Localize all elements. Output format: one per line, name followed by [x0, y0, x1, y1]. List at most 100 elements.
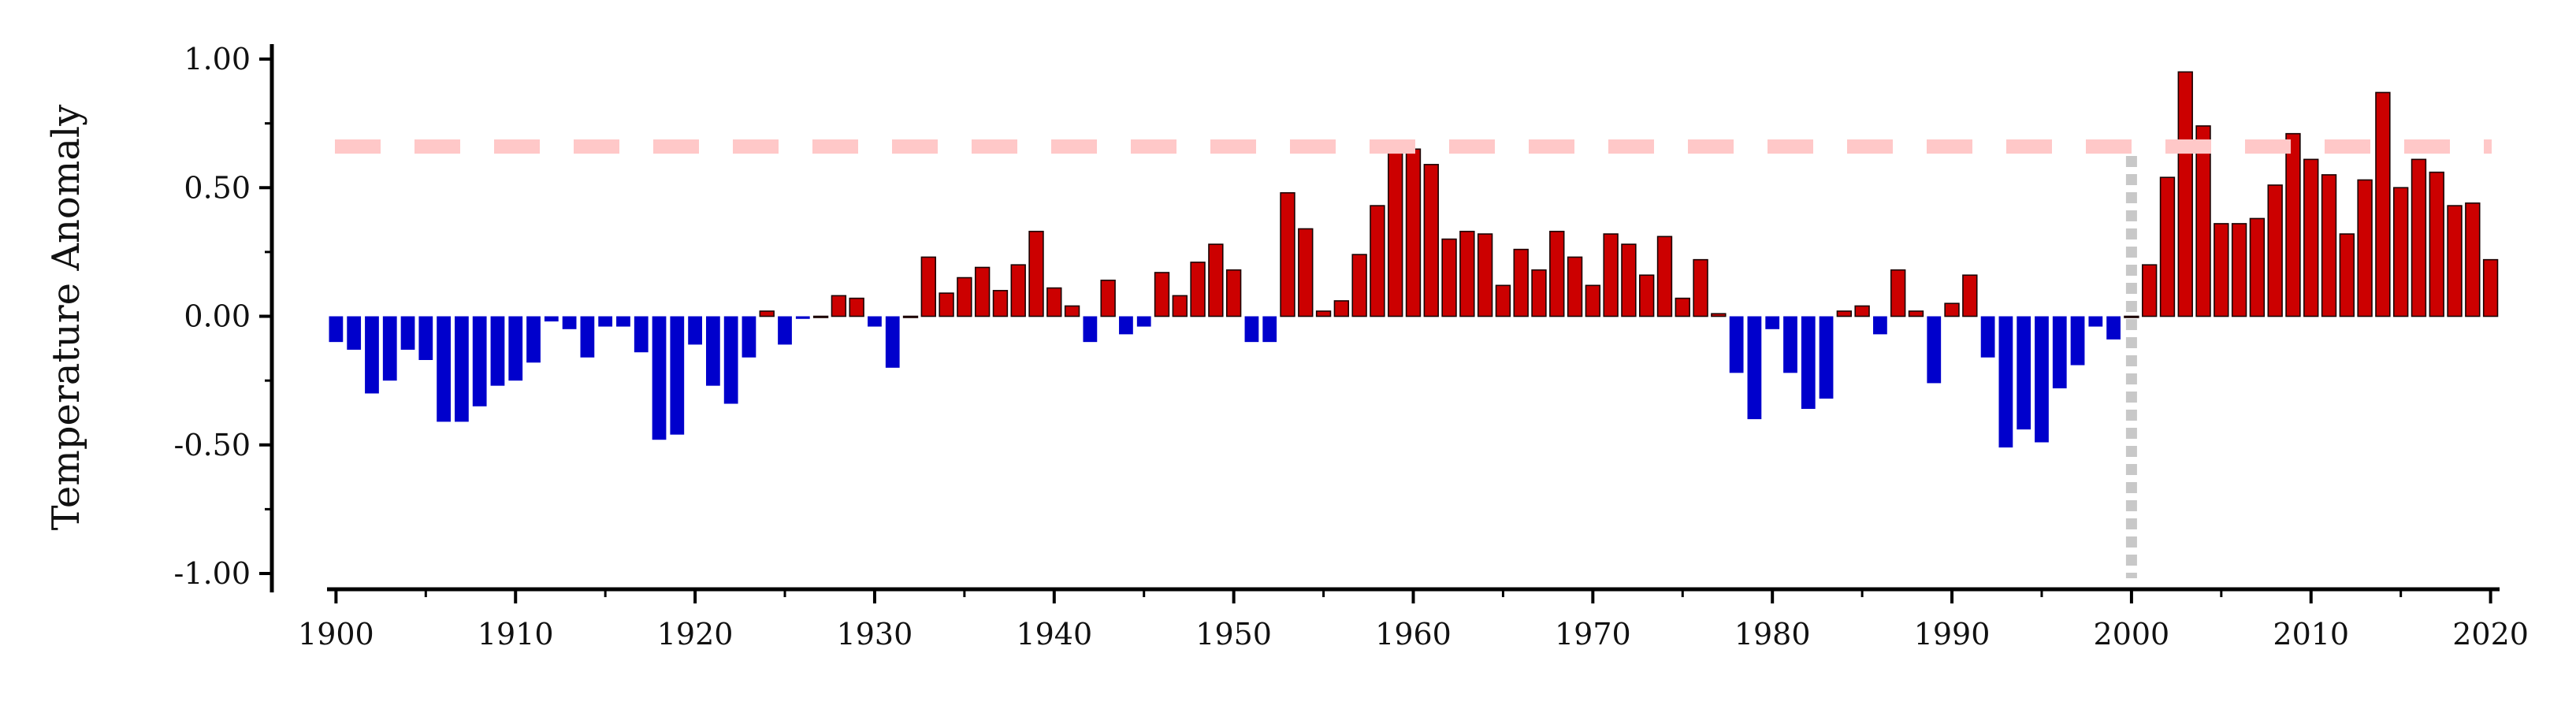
- bar-1954: [1298, 228, 1314, 317]
- bar-1952: [1262, 316, 1277, 343]
- bar-1957: [1351, 254, 1367, 317]
- bar-1953: [1280, 191, 1295, 317]
- x-tick-label: 1960: [1375, 617, 1452, 651]
- bar-1968: [1549, 230, 1565, 317]
- bar-1936: [974, 266, 991, 317]
- bar-1950: [1225, 269, 1242, 317]
- bar-1927: [812, 315, 829, 318]
- y-tick-label: 1.00: [184, 42, 251, 76]
- bar-2008: [2267, 184, 2283, 317]
- bar-1980: [1765, 316, 1780, 329]
- bar-2011: [2321, 174, 2337, 317]
- bar-1987: [1890, 269, 1906, 317]
- bar-2020: [2482, 258, 2499, 317]
- bar-2014: [2375, 91, 2391, 317]
- bar-1932: [902, 315, 919, 318]
- x-tick-label: 2020: [2452, 617, 2529, 651]
- bar-1928: [831, 295, 847, 317]
- bar-1920: [688, 316, 702, 345]
- bar-1962: [1441, 238, 1457, 317]
- bar-1996: [2052, 316, 2067, 388]
- x-tick-label: 1940: [1016, 617, 1092, 651]
- bar-1902: [365, 316, 379, 394]
- bar-1921: [705, 316, 720, 386]
- bar-1971: [1603, 233, 1619, 317]
- bar-1940: [1046, 287, 1062, 317]
- bar-1997: [2070, 316, 2085, 366]
- y-tick-label: 0.50: [184, 170, 251, 205]
- bar-1900: [329, 316, 344, 343]
- bar-1998: [2088, 316, 2103, 327]
- y-tick-label: 0.00: [184, 299, 251, 334]
- bar-1939: [1028, 230, 1044, 317]
- bar-1929: [849, 297, 864, 317]
- bar-1999: [2106, 316, 2121, 340]
- bar-series: [329, 71, 2499, 448]
- bar-1981: [1783, 316, 1797, 373]
- bar-1945: [1136, 316, 1151, 327]
- bar-1960: [1405, 148, 1422, 317]
- bar-1958: [1370, 205, 1385, 317]
- bar-1956: [1333, 300, 1350, 317]
- bar-1994: [2017, 316, 2031, 430]
- bar-1911: [526, 316, 541, 363]
- bar-1992: [1980, 316, 1995, 358]
- bar-2017: [2429, 171, 2444, 317]
- bar-1951: [1244, 316, 1259, 343]
- bar-1984: [1836, 310, 1853, 317]
- bar-1931: [885, 316, 900, 368]
- x-tick-label: 2010: [2273, 617, 2349, 651]
- bar-1983: [1819, 316, 1834, 399]
- x-tick-label: 1920: [657, 617, 734, 651]
- bar-1922: [723, 316, 738, 404]
- bar-1975: [1675, 297, 1690, 317]
- bar-1991: [1962, 274, 1978, 317]
- bar-2001: [2142, 264, 2158, 317]
- bar-1938: [1010, 264, 1026, 317]
- bar-1976: [1693, 258, 1708, 317]
- bar-1918: [652, 316, 667, 440]
- bar-1923: [742, 316, 756, 358]
- bar-1901: [347, 316, 362, 350]
- bar-2016: [2411, 158, 2427, 317]
- x-tick-label: 1980: [1734, 617, 1811, 651]
- bar-1993: [1998, 316, 2013, 448]
- axes: 1.00 0.50 0.00 -0.50 -1.00 1900 1910 1920 1930 19…: [174, 42, 2529, 651]
- bar-1941: [1064, 305, 1080, 317]
- bar-1903: [382, 316, 397, 381]
- bar-1949: [1208, 243, 1224, 317]
- bar-1910: [508, 316, 523, 381]
- bar-1942: [1083, 316, 1098, 343]
- bar-1988: [1908, 310, 1924, 317]
- bar-1915: [598, 316, 613, 327]
- bar-1919: [670, 316, 685, 435]
- bar-1986: [1873, 316, 1887, 335]
- bar-1979: [1747, 316, 1762, 420]
- bar-1930: [868, 316, 882, 327]
- x-tick-label: 1950: [1195, 617, 1272, 651]
- bar-2013: [2357, 179, 2373, 317]
- bar-1937: [992, 290, 1009, 317]
- bar-1989: [1927, 316, 1942, 384]
- x-tick-label: 1970: [1555, 617, 1631, 651]
- bar-1990: [1944, 303, 1960, 317]
- bar-1973: [1639, 274, 1655, 317]
- bar-2019: [2465, 202, 2481, 317]
- bar-2015: [2393, 187, 2409, 317]
- x-tick-label: 1900: [298, 617, 374, 651]
- x-tick-label: 2000: [2094, 617, 2170, 651]
- bar-1924: [759, 310, 775, 317]
- bar-1947: [1172, 295, 1188, 317]
- bar-1913: [562, 316, 577, 329]
- bar-1955: [1315, 310, 1332, 317]
- bar-1948: [1190, 262, 1206, 317]
- bar-1906: [437, 316, 451, 422]
- bar-2012: [2339, 233, 2355, 317]
- bar-2003: [2177, 71, 2193, 317]
- bar-1969: [1567, 256, 1583, 317]
- bar-1982: [1801, 316, 1816, 410]
- bar-1914: [580, 316, 595, 358]
- reference-lines: [335, 139, 2492, 578]
- bar-1964: [1477, 233, 1493, 317]
